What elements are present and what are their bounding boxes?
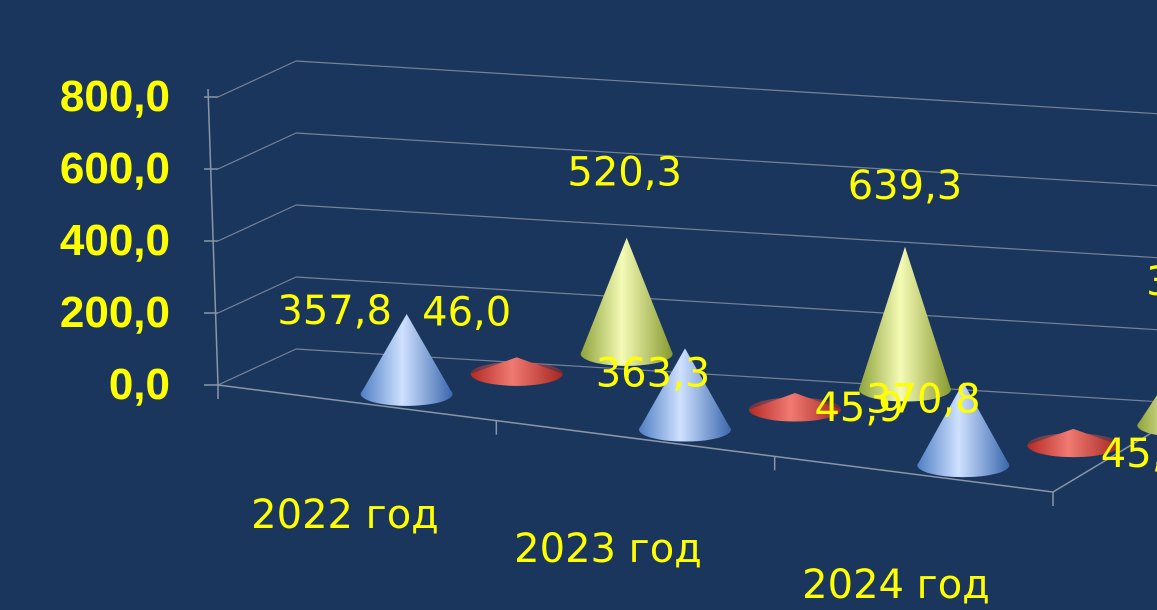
cone-base	[1137, 415, 1157, 436]
cone-base	[580, 341, 673, 366]
side-gridline	[217, 60, 297, 98]
cone-series-3-2023-год	[859, 246, 951, 402]
data-label: 520,3	[567, 150, 682, 196]
back-gridline	[295, 132, 1157, 187]
category-label: 2023 год	[514, 526, 702, 572]
axes-and-gridlines	[204, 60, 1157, 506]
cone-series-1-2022-год	[360, 313, 453, 406]
category-label: 2022 год	[251, 492, 439, 538]
chart-labels: 0,0 200,0 400,0 600,0 800,0 2022 год 2023 год 2…	[60, 72, 1157, 608]
cone-base	[859, 377, 951, 402]
back-gridline	[295, 276, 1157, 331]
data-label: 45,9	[814, 385, 903, 431]
cone-series-1-2024-год	[917, 382, 1010, 478]
data-label: 357,8	[277, 288, 392, 334]
floor-right-edge	[1052, 428, 1157, 493]
data-label: 370,8	[866, 376, 981, 422]
category-label: 2024 год	[802, 562, 990, 608]
back-gridline	[295, 60, 1157, 115]
cone-base	[917, 453, 1010, 478]
data-label: 45,3	[1101, 431, 1157, 477]
y-axis-line	[207, 88, 219, 386]
data-label: 639,3	[848, 163, 963, 209]
cone-series-3-2022-год	[580, 237, 673, 366]
cone-base	[639, 417, 731, 442]
cone-base	[360, 381, 453, 406]
back-gridline	[295, 348, 1157, 403]
cone-series-1-2023-год	[639, 348, 731, 442]
cone-base	[470, 361, 563, 386]
cone-base	[749, 397, 841, 422]
side-gridline	[217, 132, 297, 170]
data-label: 46,0	[422, 289, 511, 335]
side-gridline	[217, 204, 297, 242]
data-label: 314,5	[1146, 259, 1157, 305]
chart-marks	[360, 237, 1157, 478]
back-gridline	[295, 204, 1157, 259]
y-tick-label: 800,0	[60, 72, 170, 121]
data-label: 363,3	[596, 350, 711, 396]
y-tick-label: 0,0	[109, 360, 170, 409]
y-tick-label: 400,0	[60, 216, 170, 265]
y-tick-label: 600,0	[60, 144, 170, 193]
cone-base	[1027, 433, 1120, 458]
y-tick-label: 200,0	[60, 288, 170, 337]
side-gridline	[217, 276, 297, 314]
side-gridline	[217, 348, 297, 386]
x-axis-line	[217, 384, 1054, 493]
